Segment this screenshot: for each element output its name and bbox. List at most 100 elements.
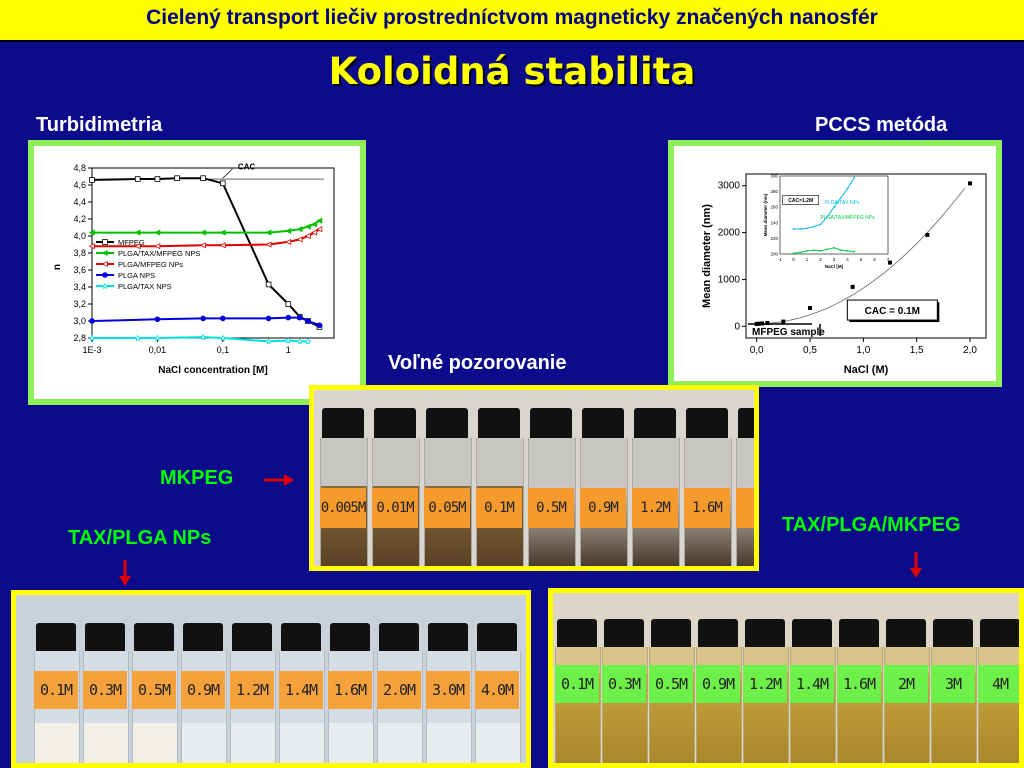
legend-label: PLGA NPS — [118, 271, 155, 280]
vial-label: 0.5M — [649, 665, 693, 703]
vial-cap — [379, 623, 419, 651]
data-point — [781, 319, 786, 324]
data-point — [154, 243, 161, 250]
inset-data-point — [812, 249, 815, 251]
vial: 0.1M — [34, 623, 80, 763]
vial-cap — [634, 408, 676, 438]
vial: 1.6M — [328, 623, 374, 763]
inset-cac-annotation: CAC=1.2M — [788, 198, 813, 204]
inset-x-tick-label: 6 — [873, 257, 876, 262]
y-tick-label: 1000 — [718, 274, 741, 285]
data-point — [102, 272, 108, 278]
inset-cac-box — [782, 195, 819, 205]
tax-plga-vials-photo: 0.1M 0.3M 0.5M 0.9M 1.2M 1.4M 1.6M 2.0M 3.0M 4.0M — [11, 590, 531, 768]
vial-label: 2.0M — [377, 671, 421, 709]
legend-label: PLGA/MFPEG NPs — [118, 260, 183, 269]
y-tick-label: 4,6 — [73, 180, 86, 190]
data-point — [154, 176, 161, 182]
data-point — [316, 217, 323, 224]
vial: 2M — [884, 619, 930, 763]
vial-label: 0.1M — [476, 488, 522, 528]
data-point — [265, 281, 272, 288]
vial-liquid — [427, 723, 471, 763]
data-point — [888, 260, 892, 265]
vial-label: 1.2M — [743, 665, 787, 703]
vial: 2 — [736, 408, 754, 566]
data-point — [304, 223, 311, 230]
y-tick-label: 4,8 — [73, 163, 86, 173]
vial-liquid — [133, 723, 177, 763]
vial: 1.2M — [743, 619, 789, 763]
vial-label: 4.0M — [475, 671, 519, 709]
inset-x-axis-label: NaCl [M] — [825, 264, 844, 269]
vial-cap — [980, 619, 1019, 647]
turbidimetry-chart: 1E-3 0,01 0,1 1 2,8 3,0 3,2 3,4 3,6 3,8 4,0 4,2 4,4 4… — [52, 163, 335, 376]
data-point — [134, 334, 141, 342]
y-tick-label: 2000 — [718, 228, 741, 239]
inset-x-tick-label: -1 — [778, 257, 782, 262]
vial-label: 0.9M — [696, 665, 740, 703]
right-arrow-icon — [264, 474, 294, 486]
inset-series-label: PLGA/TAX/MFPEG NPs — [821, 215, 876, 221]
inset-y-tick-label: 300 — [770, 174, 778, 179]
vial-label: 4M — [978, 665, 1019, 703]
data-point — [850, 284, 855, 289]
vial: 0.3M — [602, 619, 648, 763]
vial-cap — [530, 408, 572, 438]
vial-label: 0.9M — [181, 671, 225, 709]
vial-label: 0.3M — [602, 665, 646, 703]
data-point — [316, 322, 323, 329]
vial-label: 2 — [736, 488, 754, 528]
data-point — [88, 334, 96, 342]
vial-label: 0.05M — [424, 488, 470, 528]
inset-series-line — [793, 177, 855, 230]
data-point — [220, 180, 226, 187]
vial-cap — [322, 408, 364, 438]
data-point — [808, 306, 812, 311]
vial-cap — [281, 623, 321, 651]
data-point — [134, 176, 141, 182]
vial-cap — [428, 623, 468, 651]
data-point — [296, 314, 303, 321]
inset-data-point — [819, 249, 822, 252]
data-point — [199, 242, 206, 249]
y-tick-label: 3,0 — [73, 316, 86, 326]
vial-label: 3M — [931, 665, 975, 703]
data-point — [968, 181, 972, 186]
vial-cap — [557, 619, 597, 647]
vial: 0.01M — [372, 408, 420, 566]
vial: 1.2M — [230, 623, 276, 763]
sample-label: MFPEG sample — [752, 327, 825, 338]
x-tick-label: 0,0 — [750, 345, 764, 356]
inset-data-point — [833, 206, 835, 209]
inset-data-point — [826, 248, 829, 251]
vial: 1.4M — [790, 619, 836, 763]
inset-y-tick-label: 220 — [770, 236, 778, 241]
vial-liquid — [84, 723, 128, 763]
slide-title: Koloidná stabilita — [328, 50, 696, 93]
data-point — [220, 315, 226, 322]
x-tick-label: 1 — [286, 345, 291, 355]
data-point — [284, 227, 292, 234]
vial: 0.9M — [181, 623, 227, 763]
data-point — [101, 282, 109, 290]
x-tick-label: 1E-3 — [82, 345, 101, 355]
vial-cap — [604, 619, 644, 647]
vial-liquid — [280, 723, 324, 763]
vial: 2.0M — [377, 623, 423, 763]
data-point — [154, 316, 161, 323]
vial-cap — [374, 408, 416, 438]
vial-cap — [792, 619, 832, 647]
inset-data-point — [799, 251, 802, 254]
data-point — [134, 243, 141, 250]
vial-label: 1.2M — [632, 488, 678, 528]
series-1: PLGA/TAX/MFPEG NPS — [88, 217, 323, 258]
vial-label: 1.6M — [837, 665, 881, 703]
data-point — [925, 232, 930, 237]
vial: 3M — [931, 619, 977, 763]
mkpeg-label: MKPEG — [160, 467, 234, 489]
vial: 0.9M — [580, 408, 628, 566]
data-point — [285, 314, 292, 321]
inset-y-axis-label: Mean diameter (nm) — [763, 193, 768, 236]
